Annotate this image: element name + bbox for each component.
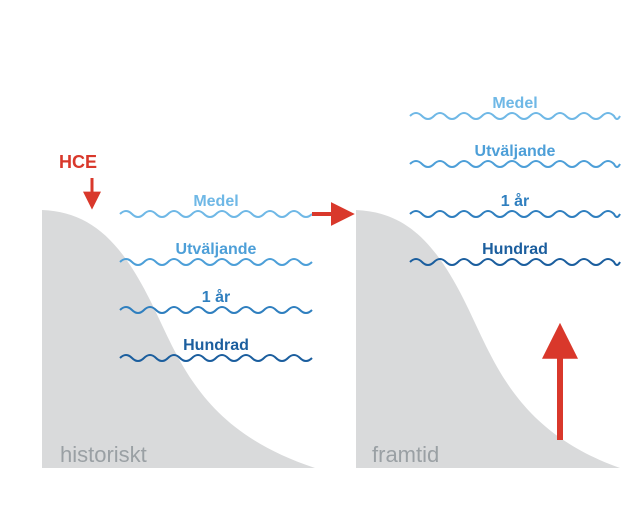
panel-label-left: historiskt [60,442,147,467]
label-left-hog: Utväljande [176,241,257,258]
label-left-tio: 1 år [202,288,230,306]
label-left-hundra: Hundrad [183,337,249,354]
label-right-medel: Medel [492,95,537,112]
panel-label-right: framtid [372,442,439,467]
label-left-medel: Medel [193,193,238,210]
hce-label: HCE [59,152,97,172]
label-right-tio: 1 år [501,192,529,210]
sea-level-diagram: Medel Medel Utväljande Utväljande 1 år 1 år Hu… [0,0,639,508]
label-right-hundra: Hundrad [482,241,548,258]
label-right-hog: Utväljande [475,143,556,160]
